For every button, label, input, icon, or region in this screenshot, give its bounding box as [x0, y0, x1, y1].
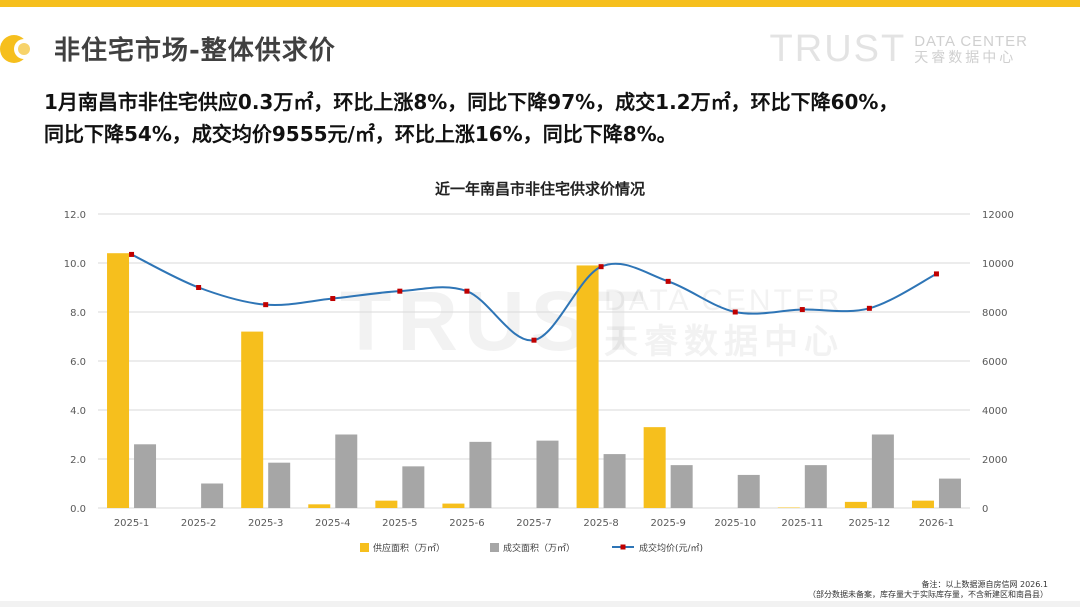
footnote: 备注：以上数据源自房信网 2026.1 （部分数据未备案，库存量大于实际库存量，…: [808, 580, 1048, 600]
deal-bar: [938, 478, 961, 508]
watermark: TRUST DATA CENTER 天睿数据中心: [340, 274, 844, 368]
y-left-tick-label: 12.0: [64, 210, 86, 221]
legend-label-deal: 成交面积（万㎡）: [503, 542, 575, 554]
x-tick-label: 2025-3: [248, 518, 283, 529]
deal-bar: [134, 444, 157, 508]
deal-bar: [268, 462, 291, 508]
x-tick-label: 2025-9: [650, 518, 685, 529]
avg-price-marker: [263, 302, 269, 308]
supply-bar: [107, 253, 130, 508]
supply-bar: [442, 503, 465, 508]
supply-bar: [241, 331, 264, 508]
chart-title: 近一年南昌市非住宅供求价情况: [434, 180, 645, 198]
avg-price-marker: [464, 288, 470, 294]
bottom-band: [0, 601, 1080, 607]
avg-price-marker: [196, 285, 202, 290]
y-right-tick-label: 4000: [982, 406, 1007, 417]
x-tick-label: 2025-2: [181, 518, 216, 529]
y-left-tick-label: 0.0: [70, 504, 86, 515]
legend-swatch-supply: [360, 543, 369, 552]
page-title: 非住宅市场-整体供求价: [54, 36, 336, 66]
avg-price-marker: [397, 288, 403, 294]
x-tick-label: 2025-11: [781, 518, 823, 529]
y-left-tick-label: 8.0: [70, 308, 86, 319]
deal-bar: [737, 474, 760, 508]
avg-price-marker: [866, 305, 872, 311]
avg-price-marker: [799, 307, 805, 313]
summary-line-2: 同比下降54%，成交均价9555元/㎡，环比上涨16%，同比下降8%。: [44, 122, 677, 146]
legend-label-price: 成交均价(元/㎡): [639, 542, 703, 554]
brand-subtitle: DATA CENTER 天睿数据中心: [914, 33, 1028, 67]
supply-bar: [375, 500, 398, 508]
deal-bar: [335, 434, 358, 508]
avg-price-marker: [933, 271, 939, 277]
x-tick-label: 2025-12: [848, 518, 890, 529]
combo-chart: TRUST DATA CENTER 天睿数据中心 0.0 2.0 4.0 6.0 8.0…: [64, 210, 1014, 554]
legend-swatch-deal: [490, 543, 499, 552]
supply-bar: [308, 504, 331, 508]
footnote-line-2: （部分数据未备案，库存量大于实际库存量，不含新建区和南昌县）: [808, 590, 1048, 599]
x-tick-label: 2025-10: [714, 518, 756, 529]
avg-price-marker: [732, 309, 738, 315]
footnote-line-1: 备注：以上数据源自房信网 2026.1: [921, 580, 1048, 589]
y-right-tick-label: 10000: [982, 259, 1014, 270]
y-right-tick-label: 12000: [982, 210, 1014, 221]
summary-text: 1月南昌市非住宅供应0.3万㎡，环比上涨8%，同比下降97%，成交1.2万㎡，环…: [44, 86, 1044, 150]
x-tick-label: 2026-1: [919, 518, 954, 529]
x-tick-label: 2025-1: [114, 518, 149, 529]
top-accent-stripe: [0, 0, 1080, 7]
y-left-tick-label: 2.0: [70, 455, 86, 466]
deal-bar: [804, 465, 827, 508]
avg-price-marker: [330, 296, 336, 302]
avg-price-marker: [598, 264, 604, 270]
supply-bar: [844, 501, 867, 508]
deal-bar: [603, 454, 626, 508]
y-left-tick-label: 4.0: [70, 406, 86, 417]
supply-bar: [576, 265, 599, 508]
x-tick-label: 2025-5: [382, 518, 417, 529]
deal-bar: [402, 466, 425, 508]
y-right-tick-label: 0: [982, 504, 988, 515]
brand-english: DATA CENTER: [914, 32, 1028, 50]
x-tick-label: 2025-4: [315, 518, 350, 529]
avg-price-marker: [129, 251, 135, 257]
watermark-cn: 天睿数据中心: [604, 322, 844, 362]
supply-bar: [911, 500, 934, 508]
legend-label-supply: 供应面积（万㎡）: [373, 542, 445, 554]
deal-bar: [469, 441, 492, 508]
x-tick-label: 2025-6: [449, 518, 484, 529]
summary-line-1: 1月南昌市非住宅供应0.3万㎡，环比上涨8%，同比下降97%，成交1.2万㎡，环…: [44, 90, 899, 114]
y-right-tick-label: 2000: [982, 455, 1007, 466]
deal-bar: [871, 434, 894, 508]
brand-logo: TRUST DATA CENTER 天睿数据中心: [770, 28, 1028, 71]
legend-swatch-price-marker: [620, 544, 626, 550]
deal-bar: [536, 440, 559, 508]
brand-chinese: 天睿数据中心: [914, 49, 1017, 66]
y-left-tick-label: 6.0: [70, 357, 86, 368]
deal-bar: [201, 483, 224, 508]
y-left-tick-label: 10.0: [64, 259, 86, 270]
supply-bar: [643, 427, 666, 508]
avg-price-marker: [665, 278, 671, 284]
x-tick-label: 2025-8: [583, 518, 618, 529]
deal-bar: [670, 465, 693, 508]
y-right-tick-label: 6000: [982, 357, 1007, 368]
brand-wordmark: TRUST: [769, 28, 907, 70]
avg-price-marker: [531, 337, 537, 343]
x-tick-label: 2025-7: [516, 518, 551, 529]
logo-icon: [0, 35, 34, 63]
y-right-tick-label: 8000: [982, 308, 1007, 319]
